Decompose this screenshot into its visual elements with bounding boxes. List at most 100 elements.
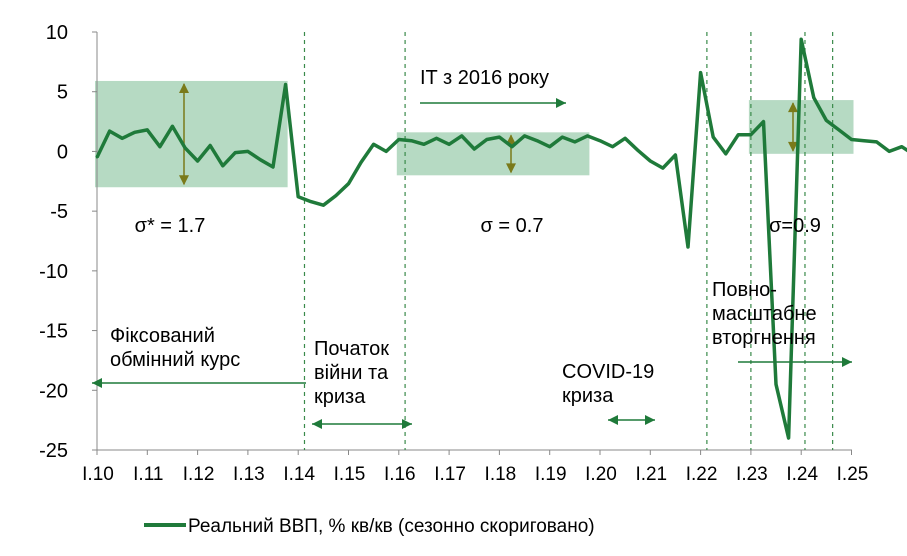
gdp-data-point [724,152,727,156]
x-tick-label: I.23 [736,464,768,485]
gdp-data-point [573,140,577,144]
gdp-data-point [900,145,903,148]
gdp-data-point [737,133,740,136]
gdp-data-point [183,146,187,150]
annotation-fixed-exchange-rate: Фіксований обмінний курс [110,325,240,371]
annotation-covid-crisis: COVID-19 криза [562,361,654,407]
band-arrow-head-up [788,102,798,113]
y-tick-label: 10 [46,22,68,44]
band-arrow-head-down [506,163,516,174]
gdp-data-point [498,135,501,139]
gdp-data-point [120,137,124,140]
gdp-data-point [862,139,866,142]
gdp-data-point [762,120,765,123]
band-arrow-head-up [179,82,189,93]
gdp-data-point [234,151,237,154]
legend-label: Реальний ВВП, % кв/кв (сезонно скоригова… [188,516,595,537]
y-tick-label: -25 [39,440,68,462]
gdp-data-point [359,160,363,164]
gdp-data-point [598,139,602,142]
gdp-data-point [825,119,828,122]
gdp-data-point [422,143,426,146]
gdp-data-point [158,145,162,148]
x-tick-label: I.10 [82,464,114,485]
gdp-data-point [611,145,614,148]
gdp-data-point [259,158,262,161]
gdp-data-point [108,129,111,133]
gdp-data-point [246,150,250,153]
gdp-data-point [711,135,715,139]
gdp-data-point [171,125,174,128]
x-tick-label: I.25 [837,464,869,485]
x-tick-label: I.22 [686,464,718,485]
gdp-data-point [636,149,639,152]
gdp-data-point [347,182,350,185]
x-tick-label: I.13 [233,464,265,485]
war-arrow-tail [312,419,322,429]
gdp-data-point [623,137,627,140]
gdp-data-point [133,131,136,134]
x-tick-label: I.19 [535,464,567,485]
gdp-data-point [410,139,413,142]
band-label-it: σ = 0.7 [481,215,544,237]
gdp-data-point [309,200,312,203]
covid-arrow-head [645,415,655,425]
band-arrow-head-up [506,134,516,145]
x-tick-label: I.15 [334,464,366,485]
gdp-data-point [334,194,338,197]
gdp-data-point [473,147,476,151]
x-tick-label: I.11 [133,464,163,485]
gdp-data-point [888,150,891,153]
gdp-data-point [800,37,803,41]
gdp-data-point [699,71,702,74]
gdp-data-point [774,383,778,386]
annotation-war-crisis: Початок війни та криза [314,338,389,408]
gdp-data-point [523,134,526,138]
band-label-invasion: σ=0.9 [769,215,821,237]
gdp-data-point [208,144,212,147]
band-arrow-head-down [179,175,189,186]
gdp-data-point [661,166,665,170]
gdp-data-point [372,143,375,146]
gdp-data-point [146,128,149,132]
invasion-arrow-head [842,357,852,367]
gdp-data-point [586,134,589,138]
gdp-data-point [875,140,878,144]
gdp-data-point [385,150,388,153]
gdp-data-point [271,165,275,169]
gdp-data-point [850,138,853,141]
gdp-data-point [837,128,841,132]
gdp-data-point [812,96,815,99]
gdp-data-point [196,159,199,163]
x-tick-label: I.24 [786,464,818,485]
legend: Реальний ВВП, % кв/кв (сезонно скоригова… [144,516,595,537]
gdp-data-point [510,145,514,148]
covid-arrow-tail [608,415,618,425]
x-tick-label: I.17 [434,464,466,485]
x-tick-label: I.16 [384,464,416,485]
gdp-data-point [435,137,438,140]
gdp-data-point [297,195,300,199]
gdp-data-point [397,138,400,141]
gdp-data-point [460,134,463,138]
gdp-data-point [548,145,551,148]
gdp-data-point [561,135,564,139]
y-tick-label: 5 [57,82,68,104]
x-tick-label: I.18 [485,464,517,485]
volatility-band [95,80,288,188]
y-tick-label: -20 [39,380,68,402]
gdp-data-point [322,203,325,207]
gdp-data-point [95,156,99,159]
x-tick-label: I.21 [635,464,667,485]
y-tick-label: -10 [39,261,68,283]
band-label-fixed-rate: σ* = 1.7 [135,215,206,237]
fixed-arrow-head [92,378,102,388]
x-tick-label: I.12 [183,464,215,485]
y-tick-label: -15 [39,321,68,343]
gdp-data-point [686,245,690,249]
gdp-data-point [535,139,539,142]
gdp-data-point [749,133,753,136]
gdp-data-point [447,143,451,146]
band-arrow-head-down [788,141,798,152]
